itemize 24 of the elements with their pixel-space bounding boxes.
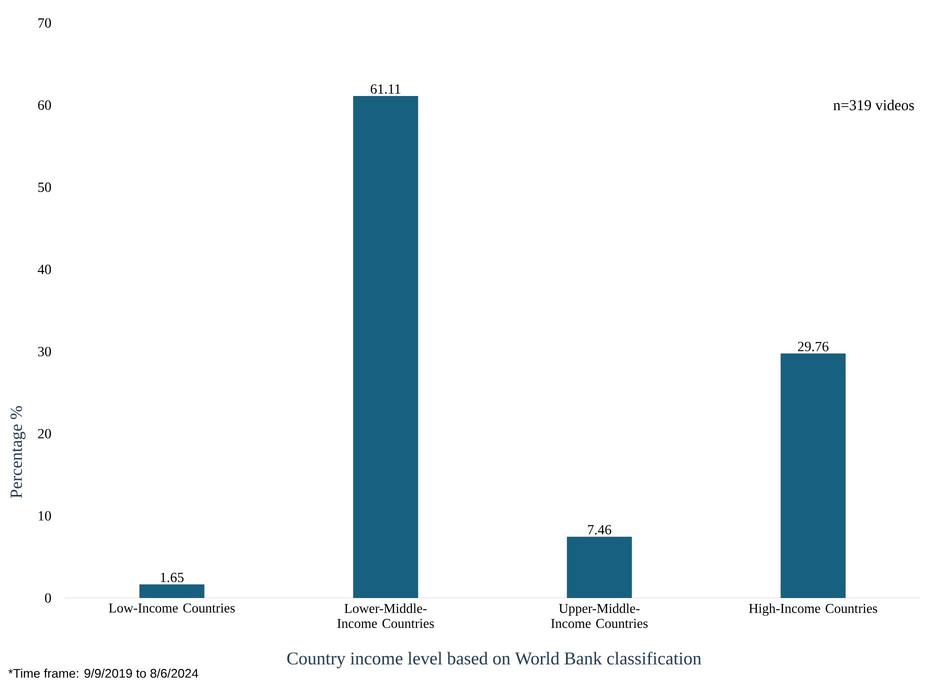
x-tick-label: High-Income Countries bbox=[749, 604, 878, 616]
bar bbox=[780, 354, 846, 598]
y-tick-label: 30 bbox=[38, 346, 51, 356]
data-label: 61.11 bbox=[370, 84, 400, 94]
y-tick-label: 0 bbox=[45, 593, 51, 603]
y-tick-label: 60 bbox=[38, 100, 51, 110]
y-tick-label: 70 bbox=[38, 18, 51, 28]
x-tick-label: Low-Income Countries bbox=[108, 604, 235, 613]
y-tick-label: 20 bbox=[38, 428, 51, 438]
x-tick-label: Lower-Middle-Income Countries bbox=[337, 604, 434, 628]
bar bbox=[139, 584, 204, 598]
bar bbox=[566, 536, 632, 598]
y-tick-label: 50 bbox=[38, 182, 51, 192]
annotation: n=319 videos bbox=[833, 100, 914, 110]
y-tick-label: 40 bbox=[38, 264, 51, 274]
x-axis-title: Country income level based on World Bank classification bbox=[287, 652, 702, 668]
bar bbox=[353, 96, 418, 598]
text: *Time frame: 9/9/2019 to 8/6/2024 bbox=[8, 668, 198, 678]
data-label: 7.46 bbox=[588, 525, 612, 535]
y-tick-label: 10 bbox=[38, 511, 51, 521]
data-label: 29.76 bbox=[798, 342, 828, 352]
y-axis-title: Percentage % bbox=[10, 406, 26, 498]
x-tick-label: Upper-Middle-Income Countries bbox=[551, 604, 648, 628]
data-label: 1.65 bbox=[160, 572, 184, 582]
